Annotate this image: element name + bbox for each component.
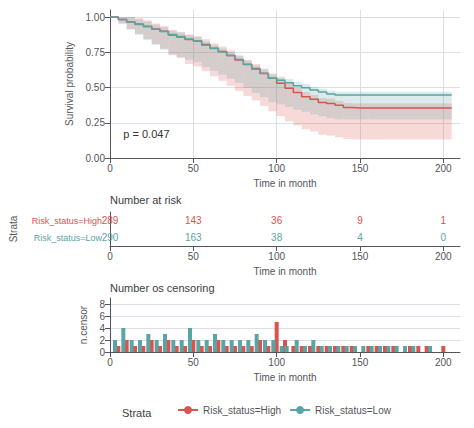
svg-text:Risk_status=Low: Risk_status=Low bbox=[34, 233, 103, 243]
svg-text:6: 6 bbox=[99, 311, 105, 322]
svg-text:Time in month: Time in month bbox=[254, 266, 317, 277]
svg-text:Survival probability: Survival probability bbox=[64, 42, 75, 126]
svg-text:p = 0.047: p = 0.047 bbox=[123, 128, 169, 140]
svg-text:289: 289 bbox=[102, 215, 119, 226]
svg-text:0.00: 0.00 bbox=[86, 153, 106, 164]
svg-text:200: 200 bbox=[435, 357, 452, 368]
svg-text:9: 9 bbox=[357, 215, 363, 226]
svg-text:4: 4 bbox=[357, 232, 363, 243]
svg-text:36: 36 bbox=[271, 215, 283, 226]
svg-text:1.00: 1.00 bbox=[86, 12, 106, 23]
svg-text:Time in month: Time in month bbox=[254, 372, 317, 383]
svg-text:0: 0 bbox=[107, 357, 113, 368]
svg-text:50: 50 bbox=[188, 163, 200, 174]
svg-text:Risk_status=Low: Risk_status=Low bbox=[315, 405, 392, 416]
svg-text:50: 50 bbox=[188, 357, 200, 368]
svg-text:8: 8 bbox=[99, 299, 105, 310]
svg-text:150: 150 bbox=[352, 357, 369, 368]
svg-text:143: 143 bbox=[185, 215, 202, 226]
svg-text:150: 150 bbox=[352, 251, 369, 262]
svg-text:38: 38 bbox=[271, 232, 283, 243]
svg-text:Number os censoring: Number os censoring bbox=[110, 282, 215, 294]
svg-text:0: 0 bbox=[107, 251, 113, 262]
svg-text:0: 0 bbox=[99, 347, 105, 358]
svg-text:0.75: 0.75 bbox=[86, 47, 106, 58]
svg-text:290: 290 bbox=[102, 232, 119, 243]
svg-text:Strata: Strata bbox=[8, 215, 19, 242]
svg-text:Strata: Strata bbox=[122, 407, 152, 419]
svg-text:100: 100 bbox=[268, 357, 285, 368]
svg-text:150: 150 bbox=[352, 163, 369, 174]
svg-text:4: 4 bbox=[99, 323, 105, 334]
svg-text:0: 0 bbox=[107, 163, 113, 174]
svg-text:0.50: 0.50 bbox=[86, 82, 106, 93]
svg-text:Risk_status=High: Risk_status=High bbox=[32, 216, 102, 226]
svg-text:Risk_status=High: Risk_status=High bbox=[203, 405, 281, 416]
svg-text:100: 100 bbox=[268, 163, 285, 174]
svg-text:Number at risk: Number at risk bbox=[110, 194, 182, 206]
svg-text:100: 100 bbox=[268, 251, 285, 262]
svg-text:163: 163 bbox=[185, 232, 202, 243]
svg-text:n.censor: n.censor bbox=[78, 305, 89, 344]
svg-text:2: 2 bbox=[99, 335, 105, 346]
svg-text:Time in month: Time in month bbox=[254, 178, 317, 189]
svg-text:1: 1 bbox=[441, 215, 447, 226]
svg-text:200: 200 bbox=[435, 163, 452, 174]
svg-text:200: 200 bbox=[435, 251, 452, 262]
svg-text:0.25: 0.25 bbox=[86, 117, 106, 128]
svg-text:50: 50 bbox=[188, 251, 200, 262]
svg-text:0: 0 bbox=[441, 232, 447, 243]
